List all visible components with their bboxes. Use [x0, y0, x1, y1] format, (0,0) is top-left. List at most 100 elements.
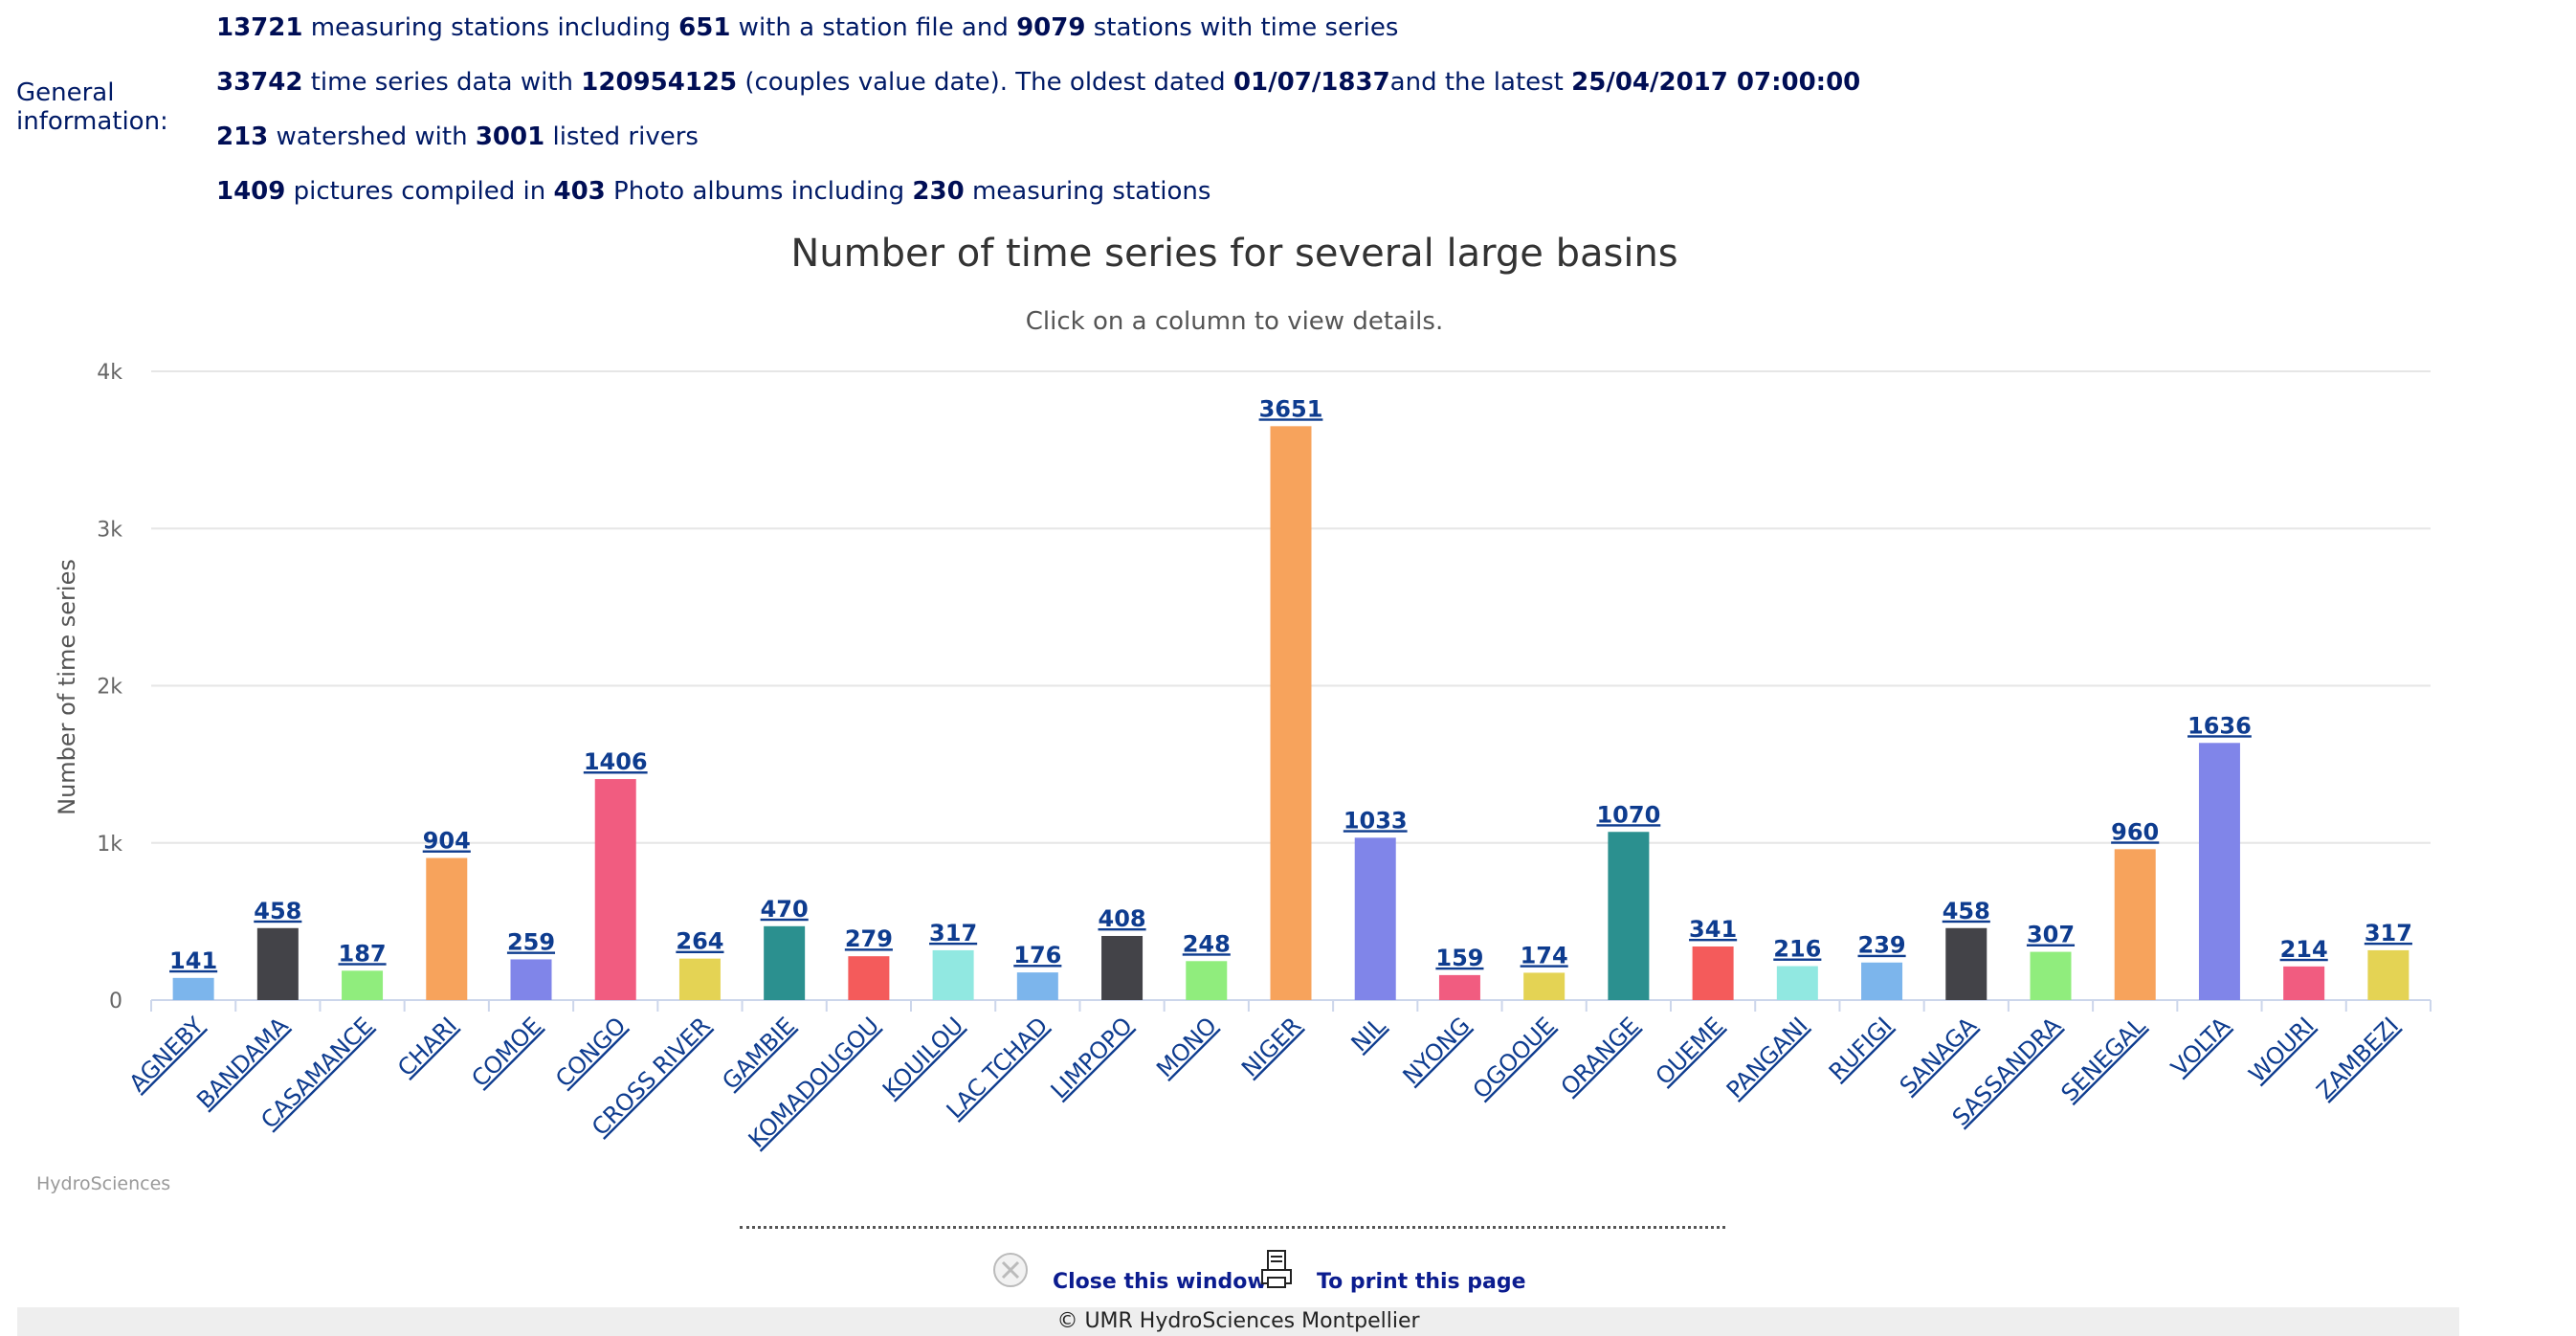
bar-orange[interactable] — [1608, 832, 1650, 1000]
bar-mono[interactable] — [1186, 961, 1228, 1000]
bar-comoe[interactable] — [510, 959, 552, 1000]
bar-sassandra[interactable] — [2030, 951, 2072, 1000]
rivers-count: 3001 — [475, 122, 545, 151]
data-label-mono[interactable]: 248 — [1183, 930, 1231, 957]
bar-ogooue[interactable] — [1523, 972, 1566, 1000]
bar-casamance[interactable] — [342, 970, 384, 1000]
pictures-count: 1409 — [216, 177, 286, 206]
bar-limpopo[interactable] — [1101, 935, 1144, 1000]
data-label-senegal[interactable]: 960 — [2111, 818, 2159, 845]
y-tick-label: 0 — [109, 990, 122, 1013]
x-tick-label-pangani[interactable]: PANGANI — [1721, 1012, 1813, 1103]
data-label-cross-river[interactable]: 264 — [676, 928, 723, 955]
data-label-lac-tchad[interactable]: 176 — [1013, 942, 1061, 969]
bar-zambezi[interactable] — [2367, 949, 2409, 1000]
x-tick-label-chari[interactable]: CHARI — [392, 1012, 462, 1081]
close-icon[interactable] — [991, 1251, 1030, 1293]
data-label-sassandra[interactable]: 307 — [2027, 922, 2075, 948]
y-axis-title: Number of time series — [54, 559, 80, 815]
y-axis-ticks: 0 1k 2k 3k 4k — [97, 361, 122, 1013]
printer-icon[interactable] — [1259, 1249, 1294, 1295]
bar-wouri[interactable] — [2283, 966, 2325, 1000]
bar-nyong[interactable] — [1438, 974, 1480, 1000]
stations-count: 13721 — [216, 13, 303, 42]
x-tick-label-volta[interactable]: VOLTA — [2165, 1012, 2235, 1081]
data-label-pangani[interactable]: 216 — [1773, 936, 1821, 963]
station-file-count: 651 — [678, 13, 731, 42]
x-tick-label-comoe[interactable]: COMOE — [467, 1012, 547, 1092]
data-label-nil[interactable]: 1033 — [1344, 807, 1408, 834]
close-window-link[interactable]: Close this window — [1053, 1270, 1267, 1294]
data-label-gambie[interactable]: 470 — [761, 896, 809, 923]
x-tick-label-gambie[interactable]: GAMBIE — [717, 1012, 800, 1095]
x-tick-label-oueme[interactable]: OUEME — [1651, 1012, 1729, 1090]
x-tick-label-ogooue[interactable]: OGOOUE — [1468, 1012, 1560, 1103]
bar-komadougou[interactable] — [848, 956, 890, 1000]
bar-volta[interactable] — [2198, 743, 2240, 1000]
bar-oueme[interactable] — [1692, 946, 1734, 1000]
bar-cross-river[interactable] — [678, 958, 721, 1000]
x-tick-label-congo[interactable]: CONGO — [550, 1012, 631, 1092]
photo-stations-count: 230 — [912, 177, 965, 206]
data-label-agneby[interactable]: 141 — [169, 947, 217, 974]
bar-chari[interactable] — [426, 857, 468, 1000]
x-tick-label-senegal[interactable]: SENEGAL — [2056, 1012, 2151, 1106]
bar-congo[interactable] — [594, 779, 636, 1000]
x-tick-label-zambezi[interactable]: ZAMBEZI — [2311, 1012, 2404, 1104]
x-tick-label-rufigi[interactable]: RUFIGI — [1824, 1012, 1898, 1085]
x-tick-label-orange[interactable]: ORANGE — [1556, 1012, 1644, 1100]
bar-niger[interactable] — [1270, 426, 1312, 1000]
x-tick-label-mono[interactable]: MONO — [1151, 1012, 1222, 1082]
x-tick-label-limpopo[interactable]: LIMPOPO — [1046, 1012, 1138, 1103]
dotted-separator — [740, 1226, 1725, 1229]
data-label-orange[interactable]: 1070 — [1596, 801, 1660, 828]
chart-subtitle: Click on a column to view details. — [1026, 307, 1443, 336]
copyright-bar: © UMR HydroSciences Montpellier — [17, 1307, 2459, 1336]
x-tick-label-agneby[interactable]: AGNEBY — [124, 1012, 210, 1097]
data-label-wouri[interactable]: 214 — [2280, 936, 2328, 963]
data-label-chari[interactable]: 904 — [423, 828, 471, 855]
x-tick-label-niger[interactable]: NIGER — [1236, 1012, 1306, 1081]
info-text: stations with time series — [1085, 13, 1399, 42]
data-label-congo[interactable]: 1406 — [584, 748, 648, 775]
bar-pangani[interactable] — [1776, 966, 1818, 1000]
x-tick-label-kouilou[interactable]: KOUILOU — [877, 1012, 968, 1102]
chart-credits: HydroSciences — [36, 1173, 170, 1194]
x-tick-label-nil[interactable]: NIL — [1346, 1012, 1391, 1057]
data-label-rufigi[interactable]: 239 — [1858, 932, 1906, 959]
x-tick-label-nyong[interactable]: NYONG — [1398, 1012, 1476, 1089]
data-label-volta[interactable]: 1636 — [2187, 712, 2252, 739]
bar-kouilou[interactable] — [932, 949, 974, 1000]
data-label-ogooue[interactable]: 174 — [1521, 942, 1568, 969]
bar-gambie[interactable] — [764, 925, 806, 1000]
bar-nil[interactable] — [1354, 837, 1396, 1000]
x-tick-label-wouri[interactable]: WOURI — [2244, 1012, 2320, 1087]
data-label-kouilou[interactable]: 317 — [929, 920, 977, 946]
bar-agneby[interactable] — [172, 977, 214, 1000]
bar-lac-tchad[interactable] — [1016, 972, 1058, 1000]
data-label-sanaga[interactable]: 458 — [1943, 898, 1990, 924]
data-label-oueme[interactable]: 341 — [1689, 916, 1737, 943]
x-tick-label-sanaga[interactable]: SANAGA — [1895, 1012, 1983, 1100]
data-label-casamance[interactable]: 187 — [339, 940, 387, 967]
data-label-bandama[interactable]: 458 — [254, 898, 301, 924]
data-label-limpopo[interactable]: 408 — [1099, 905, 1146, 932]
general-information-label: General information: — [16, 78, 168, 136]
bar-bandama[interactable] — [256, 927, 299, 1000]
oldest-date: 01/07/1837 — [1232, 68, 1390, 97]
albums-count: 403 — [553, 177, 606, 206]
y-tick-label: 3k — [97, 518, 122, 542]
info-timeseries-line: 33742 time series data with 120954125 (c… — [216, 68, 1860, 97]
data-label-nyong[interactable]: 159 — [1435, 945, 1483, 971]
bar-rufigi[interactable] — [1861, 962, 1903, 1000]
info-text: and the latest — [1389, 68, 1572, 97]
data-label-komadougou[interactable]: 279 — [845, 925, 893, 952]
data-label-comoe[interactable]: 259 — [507, 928, 555, 955]
print-page-link[interactable]: To print this page — [1317, 1270, 1526, 1294]
bar-sanaga[interactable] — [1945, 927, 1988, 1000]
bar-senegal[interactable] — [2114, 849, 2156, 1000]
info-text: measuring stations including — [302, 13, 679, 42]
data-label-zambezi[interactable]: 317 — [2365, 920, 2412, 946]
data-label-niger[interactable]: 3651 — [1259, 395, 1323, 422]
